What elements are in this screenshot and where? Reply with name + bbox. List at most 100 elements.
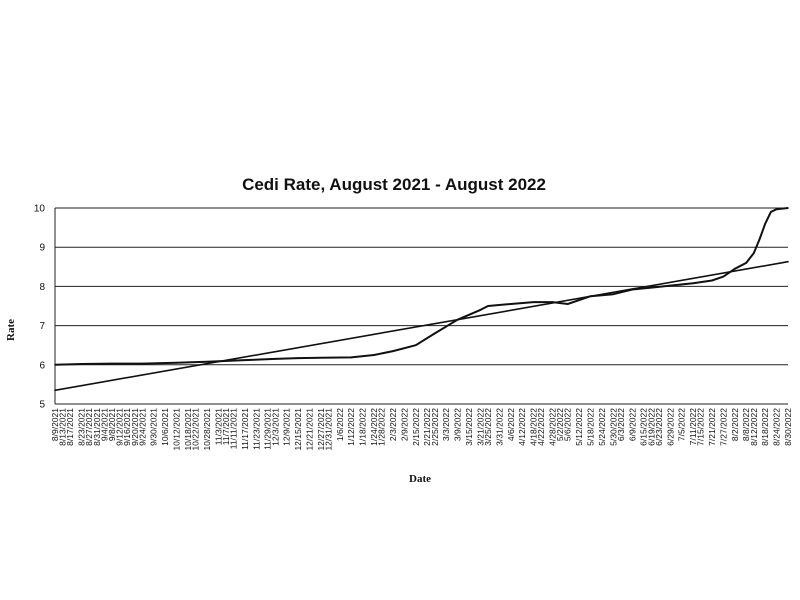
- data-point: [244, 359, 246, 361]
- data-point: [510, 303, 512, 305]
- x-tick-label: 12/15/2021: [293, 408, 303, 451]
- x-tick-label: 12/31/2021: [324, 408, 334, 451]
- data-point: [753, 252, 755, 254]
- x-tick-label: 10/6/2021: [160, 408, 170, 446]
- x-tick-label: 6/9/2022: [627, 408, 637, 441]
- data-point: [274, 358, 277, 360]
- x-tick-label: 8/18/2022: [760, 408, 770, 446]
- x-tick-label: 9/16/2021: [122, 408, 132, 446]
- x-tick-label: 8/23/2021: [77, 408, 87, 446]
- y-tick-labels: 5 6 7 8 9 10: [34, 204, 46, 411]
- x-tick-label: 10/22/2021: [191, 408, 201, 451]
- x-tick-label: 6/29/2022: [665, 408, 675, 446]
- y-tick-label: 10: [34, 204, 46, 215]
- x-tick-label: 1/6/2022: [335, 408, 345, 441]
- data-point: [787, 207, 789, 209]
- data-point: [612, 293, 615, 296]
- trendline-point: [787, 260, 789, 263]
- data-point: [764, 222, 766, 225]
- data-point: [650, 286, 653, 289]
- x-tick-label: 4/28/2022: [548, 408, 558, 446]
- x-tick-label: 5/6/2022: [563, 408, 573, 441]
- data-point: [206, 360, 208, 363]
- x-tick-label: 5/30/2022: [608, 408, 618, 446]
- data-point: [711, 279, 713, 282]
- y-tick-label: 9: [39, 243, 45, 254]
- x-tick-label: 9/20/2021: [130, 408, 140, 446]
- x-tick-label: 8/8/2022: [741, 408, 751, 441]
- trendline-point: [54, 389, 56, 392]
- x-tick-label: 6/15/2022: [639, 408, 649, 446]
- data-point: [54, 364, 56, 366]
- x-tick-label: 5/24/2022: [597, 408, 607, 446]
- y-tick-label: 7: [39, 321, 45, 332]
- x-tick-label: 4/12/2022: [517, 408, 527, 446]
- x-tick-label: 8/27/2021: [84, 408, 94, 446]
- x-tick-label: 8/2/2022: [730, 408, 740, 441]
- x-tick-label: 11/11/2021: [229, 408, 239, 450]
- x-tick-label: 5/12/2022: [574, 408, 584, 446]
- x-tick-label: 4/18/2022: [529, 408, 539, 446]
- x-tick-label: 9/24/2021: [137, 408, 147, 446]
- x-tick-label: 3/15/2022: [464, 408, 474, 446]
- x-tick-label: 10/28/2021: [202, 408, 212, 451]
- trendline: [54, 260, 789, 392]
- data-point: [745, 262, 747, 264]
- data-point: [320, 356, 322, 359]
- data-point: [415, 344, 417, 347]
- x-tick-label: 8/24/2022: [772, 408, 782, 446]
- x-tick-label: 11/23/2021: [251, 408, 261, 450]
- x-tick-label: 5/2/2022: [555, 408, 565, 441]
- x-tick-label: 7/21/2022: [707, 408, 717, 446]
- x-tick-label: 2/21/2022: [422, 408, 432, 446]
- x-tick-label: 2/25/2022: [430, 408, 440, 446]
- x-tick-label: 9/8/2021: [107, 408, 117, 441]
- x-tick-label: 4/6/2022: [506, 408, 516, 441]
- x-tick-label: 6/3/2022: [616, 408, 626, 441]
- x-tick-label: 5/18/2022: [586, 408, 596, 446]
- x-tick-label: 1/12/2022: [346, 408, 356, 446]
- x-tick-label: 9/4/2021: [99, 408, 109, 441]
- data-point: [111, 362, 113, 365]
- x-tick-label: 8/31/2021: [92, 408, 102, 446]
- y-tick-label: 6: [39, 360, 45, 371]
- x-tick-label: 2/9/2022: [399, 408, 409, 441]
- data-point: [434, 332, 436, 335]
- data-point: [80, 363, 83, 365]
- x-tick-label: 12/27/2021: [316, 408, 326, 451]
- data-point: [141, 362, 144, 365]
- x-tick-label: 6/23/2022: [654, 408, 664, 446]
- data-point: [734, 268, 736, 270]
- x-tick-label: 11/29/2021: [263, 408, 273, 450]
- data-point: [175, 362, 178, 364]
- x-tick-label: 8/12/2022: [749, 408, 759, 446]
- x-tick-label: 8/9/2021: [50, 408, 60, 441]
- x-tick-label: 12/21/2021: [305, 408, 315, 451]
- x-tick-label: 10/18/2021: [183, 408, 193, 451]
- x-tick-label: 12/9/2021: [282, 408, 292, 446]
- x-tick-label: 8/13/2021: [58, 408, 68, 446]
- x-tick-label: 1/24/2022: [369, 408, 379, 446]
- x-tick-label: 3/31/2022: [494, 408, 504, 446]
- data-point: [770, 211, 772, 213]
- cedi-rate-line: [54, 207, 789, 366]
- x-tick-label: 4/22/2022: [536, 408, 546, 446]
- x-tick-label: 12/3/2021: [270, 408, 280, 446]
- chart-title: Cedi Rate, August 2021 - August 2022: [242, 175, 546, 194]
- x-tick-label: 8/17/2021: [65, 408, 75, 446]
- x-tick-label: 2/3/2022: [388, 408, 398, 441]
- x-tick-label: 7/15/2022: [696, 408, 706, 446]
- data-point: [532, 301, 535, 303]
- x-tick-label: 9/30/2021: [149, 408, 159, 446]
- x-tick-label: 3/25/2022: [483, 408, 493, 446]
- data-point: [373, 354, 375, 356]
- x-tick-label: 1/28/2022: [377, 408, 387, 446]
- data-point: [350, 356, 353, 359]
- x-tick-label: 3/9/2022: [453, 408, 463, 441]
- y-axis-title: Rate: [5, 319, 17, 341]
- data-point: [479, 309, 482, 311]
- x-tick-label: 11/7/2021: [221, 408, 231, 445]
- x-tick-label: 7/5/2022: [677, 408, 687, 441]
- data-point: [722, 275, 725, 278]
